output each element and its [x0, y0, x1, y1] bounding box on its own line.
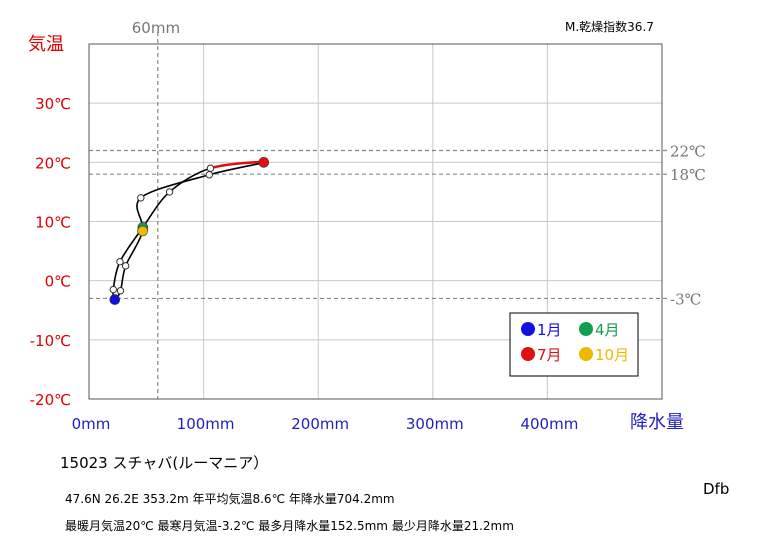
month-point-highlight — [137, 225, 148, 237]
legend-label: 1月 — [537, 321, 562, 339]
series-segment — [142, 191, 171, 228]
x-tick-label: 300mm — [406, 415, 464, 433]
x-tick-label: 200mm — [291, 415, 349, 433]
monthly-points — [109, 157, 270, 305]
aridity-index: M.乾燥指数36.7 — [565, 19, 654, 34]
ref-label-temp: 18℃ — [670, 166, 706, 184]
y-tick-label: -20℃ — [30, 391, 71, 409]
x-tick-label: 100mm — [177, 415, 235, 433]
grid-lines — [89, 44, 662, 399]
legend-label: 10月 — [595, 346, 629, 364]
y-tick-label: 30℃ — [35, 95, 71, 113]
month-point-highlight — [258, 157, 270, 168]
y-tick-label: 0℃ — [45, 273, 71, 291]
legend-marker — [579, 322, 593, 336]
month-point — [205, 171, 214, 179]
reference-lines: 22℃ 18℃ -3℃ 60mm — [89, 19, 706, 399]
y-axis-label: 気温 — [28, 34, 64, 55]
month-point — [165, 188, 174, 196]
month-point — [137, 194, 145, 202]
climate-series — [112, 160, 266, 301]
x-axis-ticks: 0mm 100mm 200mm 300mm 400mm — [72, 415, 579, 433]
x-tick-label: 400mm — [520, 415, 578, 433]
legend-label: 7月 — [537, 346, 562, 364]
series-segment — [112, 261, 121, 290]
legend-marker — [521, 322, 535, 336]
y-tick-label: 20℃ — [35, 154, 71, 172]
legend-marker — [521, 347, 535, 361]
ref-label-temp: 22℃ — [670, 143, 706, 161]
x-axis-label: 降水量 — [630, 412, 684, 433]
station-title: 15023 スチャバ(ルーマニア） — [60, 454, 269, 472]
legend: 1月 4月 7月 10月 — [509, 312, 639, 377]
month-point-highlight — [109, 294, 121, 305]
legend-marker — [579, 347, 593, 361]
legend-label: 4月 — [595, 321, 620, 339]
y-tick-label: 10℃ — [35, 214, 71, 232]
y-axis-ticks: -20℃ -10℃ 0℃ 10℃ 20℃ 30℃ — [30, 95, 71, 409]
x-tick-label: 0mm — [72, 415, 111, 433]
y-tick-label: -10℃ — [30, 332, 71, 350]
ref-label-temp: -3℃ — [670, 290, 701, 308]
month-point — [121, 262, 130, 270]
series-segment — [140, 173, 210, 199]
series-segment — [119, 265, 127, 291]
station-info-line1: 47.6N 26.2E 353.2m 年平均気温8.6℃ 年降水量704.2mm — [65, 492, 395, 506]
ref-label-precip: 60mm — [132, 19, 180, 37]
station-info-line2: 最暖月気温20℃ 最寒月気温-3.2℃ 最多月降水量152.5mm 最少月降水量… — [65, 519, 514, 533]
month-point — [116, 287, 125, 295]
plot-area — [88, 43, 663, 400]
climate-class: Dfb — [703, 480, 730, 498]
month-point — [109, 285, 117, 294]
month-point — [116, 258, 124, 266]
month-point — [206, 164, 215, 172]
series-segment — [210, 160, 266, 170]
